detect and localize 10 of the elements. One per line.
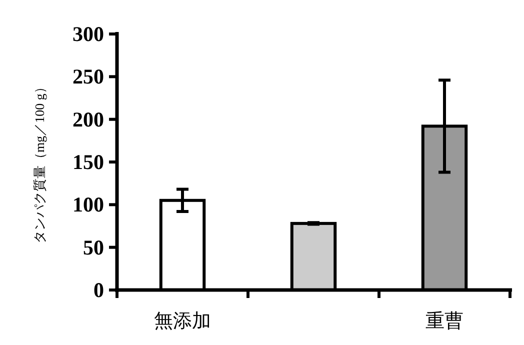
y-tick-label: 300: [72, 22, 104, 46]
y-axis-title: タンパク質量（mg／100 g）: [32, 80, 47, 244]
y-tick-label: 100: [72, 192, 104, 217]
y-tick-label: 150: [72, 150, 104, 174]
y-tick-label: 200: [72, 107, 104, 132]
y-tick-label: 0: [94, 278, 104, 302]
y-tick-label: 50: [83, 235, 104, 260]
y-tick-label: 250: [72, 64, 104, 89]
x-tick-label: 重曹: [426, 311, 464, 332]
x-tick-label: 無添加: [154, 311, 211, 332]
